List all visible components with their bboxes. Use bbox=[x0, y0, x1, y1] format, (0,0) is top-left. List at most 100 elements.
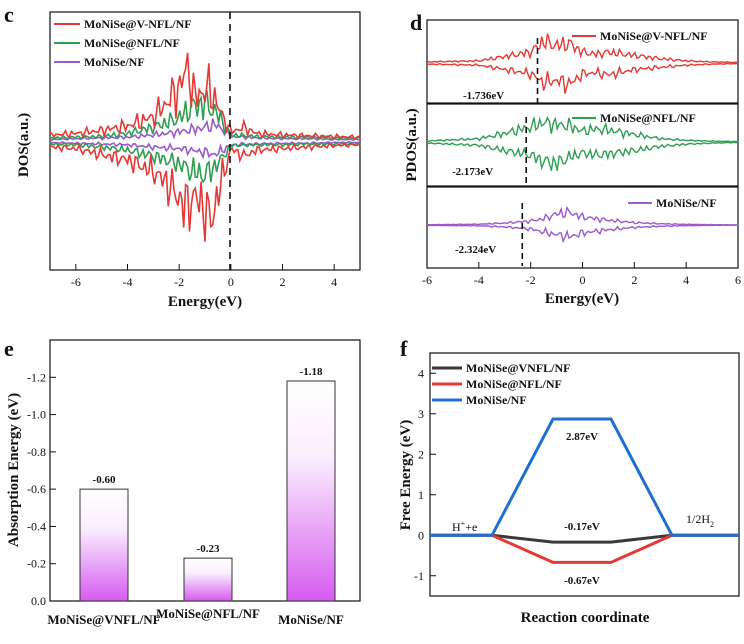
d-band-center-label-1: -2.173eV bbox=[452, 166, 493, 178]
panel-f-frame bbox=[429, 352, 740, 597]
panel-d-label: d bbox=[410, 10, 422, 35]
e-category-label-0: MoNiSe@VNFL/NF bbox=[47, 612, 160, 627]
panel-d-x-ticks: -6 -4 -2 0 2 4 6 bbox=[422, 262, 741, 287]
d-band-center-label-2: -2.324eV bbox=[455, 244, 496, 256]
f-ytick-label-3: 2 bbox=[418, 447, 424, 461]
panel-c-xlabel: Energy(eV) bbox=[168, 294, 242, 310]
dos-c-down-1 bbox=[49, 141, 361, 184]
panel-f-legend: MoNiSe@VNFL/NF MoNiSe@NFL/NF MoNiSe/NF bbox=[432, 361, 570, 407]
e-ytick-label-0: 0.0 bbox=[31, 594, 46, 608]
legend-d-label-0: MoNiSe@V-NFL/NF bbox=[600, 29, 708, 43]
d-xtick-label-3: 0 bbox=[580, 273, 586, 287]
dos-c-down-0 bbox=[49, 142, 361, 242]
e-ytick-label-3: -0.6 bbox=[27, 482, 46, 496]
panel-c: c -6 -4 -2 0 2 4 Energy(eV) DOS(a.u.) MoNiSe@… bbox=[4, 2, 361, 310]
state-final-base: 1/2H bbox=[686, 512, 710, 526]
panel-d-legend-2: MoNiSe/NF bbox=[628, 196, 717, 210]
panel-d-series bbox=[426, 33, 739, 266]
panel-d-sub-0-frame bbox=[426, 19, 739, 104]
f-ytick-label-2: 1 bbox=[418, 488, 424, 502]
legend-c-label-2: MoNiSe/NF bbox=[84, 55, 145, 69]
dos-c-up-2 bbox=[49, 118, 361, 142]
legend-d-label-1: MoNiSe@NFL/NF bbox=[600, 111, 696, 125]
state-label-initial: H++e bbox=[452, 519, 477, 534]
e-bar-2 bbox=[286, 380, 336, 602]
panel-e-bars: -0.60 MoNiSe@VNFL/NF -0.23 MoNiSe@NFL/NF -1.… bbox=[47, 366, 344, 627]
e-ytick-label-1: -0.2 bbox=[27, 557, 46, 571]
e-bar-value-2: -1.18 bbox=[300, 366, 323, 378]
legend-c-label-0: MoNiSe@V-NFL/NF bbox=[84, 17, 192, 31]
f-energy-path-1 bbox=[430, 533, 739, 564]
panel-f-series bbox=[430, 417, 739, 564]
panel-d: d MoNiSe@V-NFL/NF MoNiSe@NFL/NF MoNiSe/N… bbox=[404, 10, 741, 307]
f-label-red: -0.67eV bbox=[564, 575, 600, 587]
d-xtick-label-0: -6 bbox=[422, 273, 432, 287]
panel-c-frame bbox=[49, 11, 361, 271]
c-xtick-label-3: 0 bbox=[228, 275, 234, 289]
dos-c-up-0 bbox=[49, 52, 361, 141]
f-ytick-label-4: 3 bbox=[418, 407, 424, 421]
panel-d-legend-0: MoNiSe@V-NFL/NF bbox=[572, 29, 708, 43]
d-xtick-label-5: 4 bbox=[683, 273, 689, 287]
panel-f-xlabel: Reaction coordinate bbox=[521, 610, 650, 626]
e-bar-value-0: -0.60 bbox=[93, 474, 116, 486]
f-ytick-label-0: -1 bbox=[414, 569, 424, 583]
pdos-up-2 bbox=[427, 205, 739, 226]
e-category-label-1: MoNiSe@NFL/NF bbox=[156, 606, 260, 621]
c-xtick-label-4: 2 bbox=[280, 275, 286, 289]
pdos-up-1 bbox=[426, 116, 738, 143]
c-xtick-label-5: 4 bbox=[331, 275, 337, 289]
panel-e: e 0.0 -0.2 -0.4 -0.6 -0.8 -1.0 -1.2 -0.60 MoNiS… bbox=[4, 336, 361, 627]
f-energy-path-2 bbox=[430, 417, 739, 537]
panel-d-sub-1-frame bbox=[426, 103, 739, 187]
e-bar-value-1: -0.23 bbox=[197, 543, 220, 555]
f-label-black: -0.17eV bbox=[564, 521, 600, 533]
panel-d-ylabel: PDOS(a.u.) bbox=[404, 108, 420, 181]
c-xtick-label-2: -2 bbox=[174, 275, 184, 289]
pdos-up-0 bbox=[426, 33, 739, 64]
panel-c-label: c bbox=[4, 2, 14, 27]
e-bar-0 bbox=[79, 488, 129, 602]
state-initial-sup: + bbox=[461, 519, 466, 528]
f-ytick-label-5: 4 bbox=[418, 366, 424, 380]
panel-c-ylabel: DOS(a.u.) bbox=[16, 113, 32, 177]
e-ytick-label-2: -0.4 bbox=[27, 519, 46, 533]
pdos-down-2 bbox=[426, 224, 738, 244]
panel-f-label: f bbox=[400, 336, 408, 361]
state-initial-base: H bbox=[452, 520, 461, 534]
state-label-final: 1/2H2 bbox=[686, 512, 714, 529]
e-ytick-label-6: -1.2 bbox=[27, 370, 46, 384]
panel-c-legend: MoNiSe@V-NFL/NF MoNiSe@NFL/NF MoNiSe/NF bbox=[54, 17, 192, 69]
d-xtick-label-1: -4 bbox=[474, 273, 484, 287]
panel-c-series bbox=[49, 52, 361, 242]
panel-f-ylabel: Free Energy (eV) bbox=[398, 420, 414, 531]
e-category-label-2: MoNiSe/NF bbox=[278, 612, 344, 627]
panel-e-y-ticks: 0.0 -0.2 -0.4 -0.6 -0.8 -1.0 -1.2 bbox=[27, 370, 56, 608]
panel-e-ylabel: Absorption Energy (eV) bbox=[6, 393, 22, 547]
legend-f-label-1: MoNiSe@NFL/NF bbox=[466, 377, 562, 391]
d-xtick-label-6: 6 bbox=[735, 273, 741, 287]
panel-d-legend-1: MoNiSe@NFL/NF bbox=[572, 111, 696, 125]
d-xtick-label-2: -2 bbox=[526, 273, 536, 287]
c-xtick-label-1: -4 bbox=[123, 275, 133, 289]
panel-d-xlabel: Energy(eV) bbox=[545, 291, 619, 307]
legend-f-label-0: MoNiSe@VNFL/NF bbox=[466, 361, 570, 375]
f-label-blue: 2.87eV bbox=[566, 431, 598, 443]
panel-e-label: e bbox=[4, 336, 14, 361]
e-ytick-label-5: -1.0 bbox=[27, 408, 46, 422]
d-band-center-label-0: -1.736eV bbox=[463, 90, 504, 102]
panel-f-y-ticks: -1 0 1 2 3 4 bbox=[414, 366, 436, 583]
state-final-sub: 2 bbox=[710, 520, 714, 529]
d-xtick-label-4: 2 bbox=[631, 273, 637, 287]
c-xtick-label-0: -6 bbox=[71, 275, 81, 289]
legend-f-label-2: MoNiSe/NF bbox=[466, 393, 527, 407]
pdos-down-0 bbox=[426, 62, 739, 94]
e-ytick-label-4: -0.8 bbox=[27, 445, 46, 459]
pdos-down-1 bbox=[426, 141, 739, 171]
e-bar-1 bbox=[183, 557, 233, 602]
state-initial-tail: +e bbox=[465, 520, 477, 534]
f-ytick-label-1: 0 bbox=[418, 528, 424, 542]
legend-c-label-1: MoNiSe@NFL/NF bbox=[84, 36, 180, 50]
panel-f: f -1 0 1 2 3 4 MoNiSe@VNFL/NF MoNiSe@NFL/NF M… bbox=[398, 336, 740, 626]
